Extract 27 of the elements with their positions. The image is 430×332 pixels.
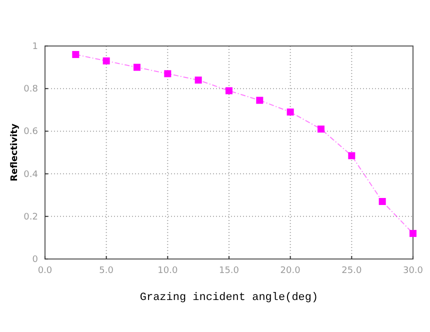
point xyxy=(134,64,140,71)
y-tick-label: 1 xyxy=(32,42,38,52)
y-tick-label: 0.4 xyxy=(24,170,38,180)
point xyxy=(410,230,416,237)
x-axis-title: Grazing incident angle(deg) xyxy=(140,292,318,304)
y-tick-label: 0.6 xyxy=(24,127,38,138)
point xyxy=(164,70,172,78)
point xyxy=(348,152,356,160)
x-tick-label: 15.0 xyxy=(218,266,240,276)
point xyxy=(226,87,232,94)
point xyxy=(102,57,110,64)
point xyxy=(194,76,202,84)
y-tick-label: 0 xyxy=(32,255,38,265)
point xyxy=(286,108,294,116)
x-tick-label: 20.0 xyxy=(280,266,301,276)
x-tick-label: 30.0 xyxy=(402,266,424,276)
y-axis-title: Reflectivity xyxy=(10,124,20,182)
x-tick-label: 10.0 xyxy=(158,266,178,276)
point xyxy=(72,51,80,58)
y-tick-label: 0.8 xyxy=(24,84,38,95)
point xyxy=(256,96,264,104)
y-tick-label: 0.2 xyxy=(24,212,38,222)
x-tick-label: 25.0 xyxy=(342,266,362,276)
point xyxy=(318,126,324,133)
point xyxy=(378,198,386,205)
x-tick-label: 5.0 xyxy=(99,266,114,276)
x-tick-label: 0.0 xyxy=(38,266,52,276)
